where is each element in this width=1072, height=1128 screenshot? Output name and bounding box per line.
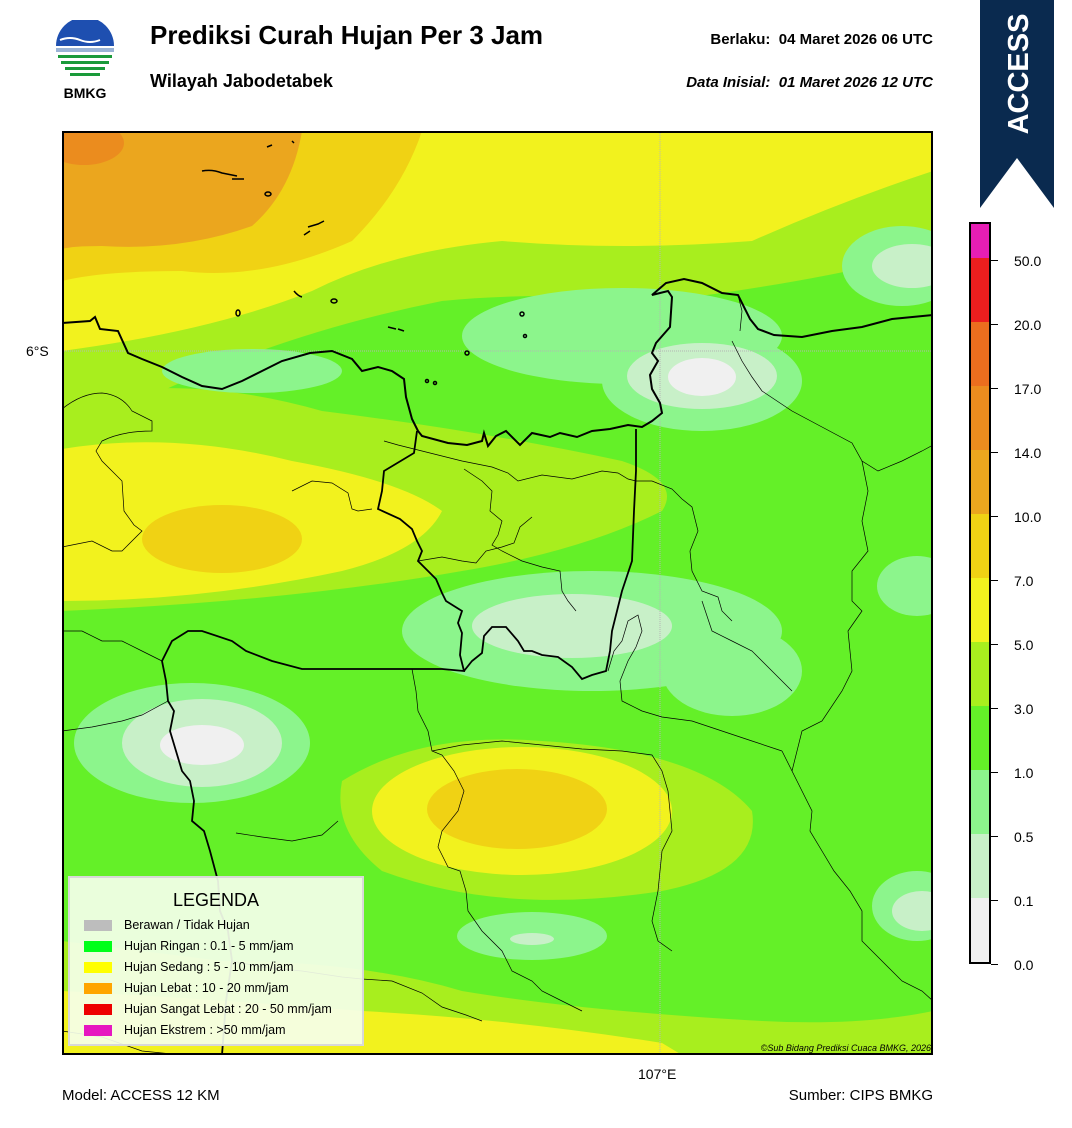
- access-banner: ACCESS: [980, 0, 1054, 208]
- colorbar-tick: [991, 580, 998, 581]
- colorbar-tick: [991, 900, 998, 901]
- colorbar-tick: [991, 772, 998, 773]
- rainfall-map: [62, 131, 933, 1055]
- colorbar-tick-label: 0.0: [1014, 957, 1034, 973]
- valid-value: 04 Maret 2026 06 UTC: [778, 31, 933, 48]
- legend-swatch: [84, 919, 112, 931]
- colorbar-segment: [971, 224, 989, 258]
- logo-text: BMKG: [64, 85, 107, 101]
- colorbar-tick: [991, 836, 998, 837]
- legend-item-moderate-rain: Hujan Sedang : 5 - 10 mm/jam: [84, 960, 294, 974]
- valid-time: Berlaku: 04 Maret 2026 06 UTC: [710, 31, 933, 48]
- legend-swatch: [84, 982, 112, 994]
- legend-swatch: [84, 1003, 112, 1015]
- colorbar-tick: [991, 260, 998, 261]
- colorbar-tick: [991, 644, 998, 645]
- colorbar-tick-label: 0.1: [1014, 893, 1034, 909]
- colorbar-tick-label: 14.0: [1014, 445, 1042, 461]
- source-label: Sumber: CIPS BMKG: [788, 1087, 933, 1104]
- init-label: Data Inisial:: [686, 74, 771, 91]
- legend-item-very-heavy-rain: Hujan Sangat Lebat : 20 - 50 mm/jam: [84, 1002, 332, 1016]
- legend-swatch: [84, 940, 112, 952]
- legend-label: Hujan Sangat Lebat : 20 - 50 mm/jam: [124, 1002, 332, 1016]
- legend-label: Berawan / Tidak Hujan: [124, 918, 250, 932]
- legend-item-heavy-rain: Hujan Lebat : 10 - 20 mm/jam: [84, 981, 289, 995]
- colorbar-segment: [971, 834, 989, 898]
- init-time: Data Inisial: 01 Maret 2026 12 UTC: [686, 74, 933, 91]
- colorbar-tick: [991, 964, 998, 965]
- map-credit: ©Sub Bidang Prediksi Cuaca BMKG, 2026: [760, 1043, 931, 1053]
- colorbar-tick: [991, 388, 998, 389]
- colorbar-tick-label: 1.0: [1014, 765, 1034, 781]
- colorbar-segment: [971, 386, 989, 450]
- longitude-label: 107°E: [638, 1066, 677, 1082]
- latitude-label: 6°S: [26, 343, 49, 359]
- colorbar-tick-label: 50.0: [1014, 253, 1042, 269]
- legend-title: LEGENDA: [172, 890, 260, 910]
- valid-label: Berlaku:: [710, 31, 771, 48]
- legend-label: Hujan Sedang : 5 - 10 mm/jam: [124, 960, 294, 974]
- legend-item-cloudy: Berawan / Tidak Hujan: [84, 918, 250, 932]
- colorbar-tick: [991, 452, 998, 453]
- colorbar-tick: [991, 708, 998, 709]
- colorbar-segment: [971, 770, 989, 834]
- colorbar-tick: [991, 324, 998, 325]
- init-value: 01 Maret 2026 12 UTC: [778, 74, 933, 91]
- model-label: Model: ACCESS 12 KM: [62, 1087, 220, 1104]
- colorbar-segment: [971, 706, 989, 770]
- legend-swatch: [84, 961, 112, 973]
- legend-label: Hujan Lebat : 10 - 20 mm/jam: [124, 981, 289, 995]
- colorbar-tick-label: 3.0: [1014, 701, 1034, 717]
- page-title: Prediksi Curah Hujan Per 3 Jam: [150, 20, 544, 50]
- legend-box: LEGENDA Berawan / Tidak Hujan Hujan Ring…: [68, 876, 364, 1046]
- colorbar-tick: [991, 516, 998, 517]
- colorbar-segment: [971, 578, 989, 642]
- colorbar-segment: [971, 898, 989, 962]
- colorbar-tick-label: 20.0: [1014, 317, 1042, 333]
- colorbar-segment: [971, 642, 989, 706]
- colorbar-segment: [971, 514, 989, 578]
- colorbar-tick-label: 0.5: [1014, 829, 1034, 845]
- colorbar: [969, 222, 991, 964]
- region-subtitle: Wilayah Jabodetabek: [150, 71, 333, 91]
- colorbar-segment: [971, 450, 989, 514]
- legend-label: Hujan Ringan : 0.1 - 5 mm/jam: [124, 939, 294, 953]
- legend-swatch: [84, 1024, 112, 1036]
- legend-item-extreme-rain: Hujan Ekstrem : >50 mm/jam: [84, 1023, 286, 1037]
- colorbar-tick-label: 5.0: [1014, 637, 1034, 653]
- colorbar-segment: [971, 258, 989, 322]
- legend-item-light-rain: Hujan Ringan : 0.1 - 5 mm/jam: [84, 939, 294, 953]
- banner-text: ACCESS: [1003, 14, 1035, 135]
- colorbar-tick-label: 10.0: [1014, 509, 1042, 525]
- colorbar-tick-label: 7.0: [1014, 573, 1034, 589]
- legend-label: Hujan Ekstrem : >50 mm/jam: [124, 1023, 286, 1037]
- colorbar-segment: [971, 322, 989, 386]
- bmkg-logo: BMKG: [56, 20, 114, 101]
- colorbar-tick-label: 17.0: [1014, 381, 1042, 397]
